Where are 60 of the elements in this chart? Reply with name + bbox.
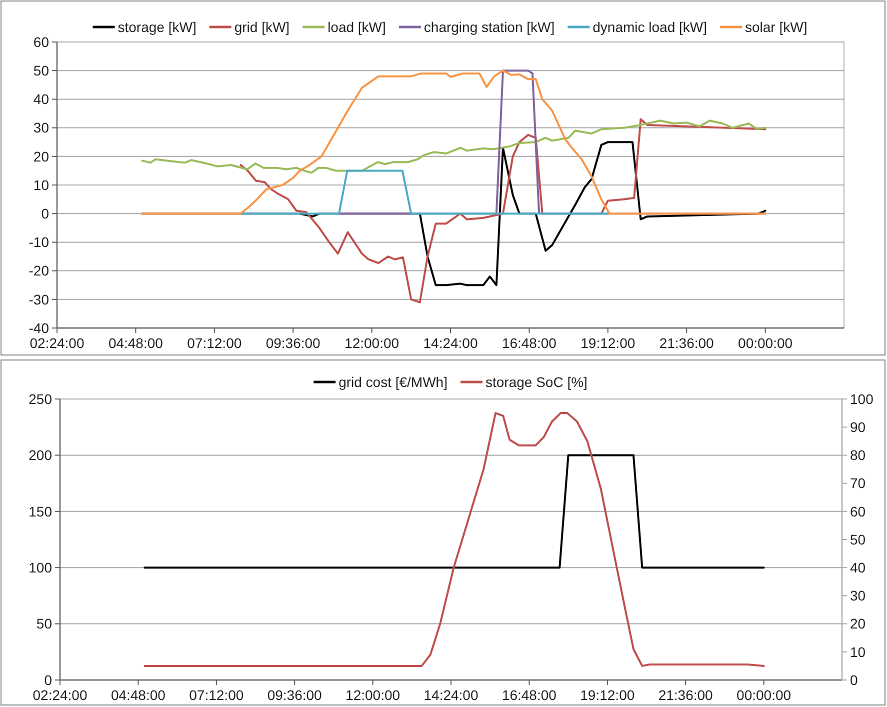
y2-tick-label: 20 <box>850 616 866 632</box>
y2-tick-label: 80 <box>850 447 866 464</box>
y-tick-label: 50 <box>36 616 52 632</box>
y-tick-label: 100 <box>28 560 52 576</box>
y2-tick-label: 70 <box>850 475 866 492</box>
y-tick-label: 0 <box>41 206 50 222</box>
legend-label: dynamic load [kW] <box>592 18 708 35</box>
legend-label: charging station [kW] <box>424 18 555 35</box>
y-tick-label: 250 <box>28 390 52 407</box>
y2-tick-label: 100 <box>850 390 874 407</box>
y-tick-label: 50 <box>33 62 50 78</box>
legend-label: grid cost [€/MWh] <box>338 374 448 390</box>
y-tick-label: 0 <box>44 672 52 688</box>
y2-tick-label: 30 <box>850 588 866 604</box>
x-tick-label: 21:36:00 <box>659 335 714 351</box>
x-tick-label: 16:48:00 <box>502 687 557 703</box>
y-tick-label: -20 <box>28 262 50 279</box>
y-tick-label: -40 <box>28 320 50 336</box>
x-tick-label: 12:00:00 <box>346 687 400 703</box>
line-series <box>141 120 766 174</box>
y-tick-label: 40 <box>33 91 50 108</box>
y-tick-label: 60 <box>33 34 50 50</box>
legend-label: storage SoC [%] <box>485 374 588 390</box>
x-tick-label: 14:24:00 <box>423 335 478 351</box>
x-tick-label: 19:12:00 <box>580 687 635 703</box>
line-series <box>240 118 766 304</box>
line-series <box>144 412 765 667</box>
x-tick-label: 04:48:00 <box>108 335 164 351</box>
y2-tick-label: 0 <box>850 672 858 688</box>
y2-tick-label: 60 <box>850 503 866 520</box>
x-tick-label: 16:48:00 <box>502 335 557 351</box>
x-tick-label: 09:36:00 <box>267 687 322 703</box>
y-tick-label: -30 <box>28 291 50 308</box>
y-tick-label: 30 <box>33 120 50 136</box>
y-tick-label: 20 <box>33 148 50 164</box>
x-tick-label: 07:12:00 <box>187 335 242 351</box>
x-tick-label: 04:48:00 <box>110 687 166 703</box>
y2-tick-label: 40 <box>850 560 866 576</box>
x-tick-label: 14:24:00 <box>424 687 478 703</box>
x-tick-label: 00:00:00 <box>738 335 793 351</box>
y2-tick-label: 90 <box>850 419 866 435</box>
legend-label: solar [kW] <box>745 18 808 35</box>
x-tick-label: 19:12:00 <box>580 335 636 351</box>
x-tick-label: 02:24:00 <box>32 687 88 703</box>
x-tick-label: 02:24:00 <box>30 335 84 351</box>
y-tick-label: 10 <box>33 176 50 193</box>
x-tick-label: 21:36:00 <box>658 687 714 703</box>
y-tick-label: 200 <box>28 447 52 464</box>
y-tick-label: -10 <box>28 234 50 250</box>
line-series <box>141 70 766 215</box>
x-tick-label: 09:36:00 <box>266 335 321 351</box>
legend-label: load [kW] <box>328 18 386 35</box>
x-tick-label: 07:12:00 <box>189 687 244 703</box>
y-tick-label: 150 <box>28 503 52 520</box>
y2-tick-label: 50 <box>850 531 866 548</box>
legend-label: storage [kW] <box>118 18 196 35</box>
x-tick-label: 12:00:00 <box>344 335 400 351</box>
x-tick-label: 00:00:00 <box>736 687 792 703</box>
legend-label: grid [kW] <box>234 18 290 35</box>
y2-tick-label: 10 <box>850 644 866 660</box>
